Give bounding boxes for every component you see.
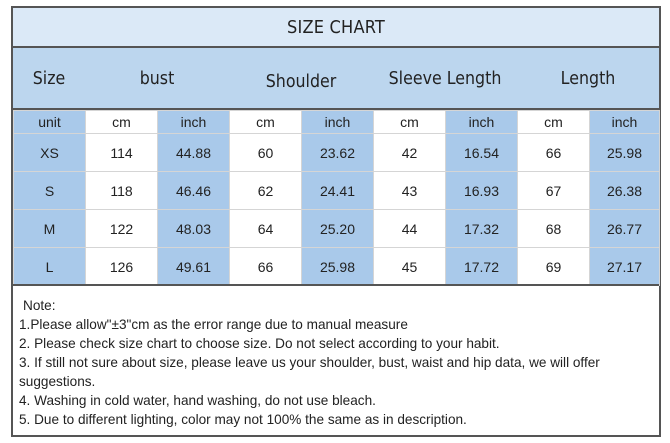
header-shoulder: Shoulder — [265, 70, 337, 92]
header-bust: bust — [139, 67, 175, 89]
row-label-cell: S — [13, 171, 86, 210]
table-row: XS 114 44.88 60 23.62 42 16.54 66 25.98 — [13, 133, 660, 172]
value-cell: inch — [589, 110, 660, 134]
value-cell: 48.03 — [157, 209, 230, 248]
note-item-4: 4. Washing in cold water, hand washing, … — [19, 393, 376, 408]
notes-title: Note: — [23, 298, 56, 313]
value-cell: 122 — [85, 209, 158, 248]
size-table: unit cm inch cm inch cm inch cm inch XS 114 44.88 60… — [13, 110, 660, 286]
value-cell: 17.72 — [445, 247, 518, 286]
value-cell: 60 — [229, 133, 302, 172]
value-cell: 46.46 — [157, 171, 230, 210]
notes-section: Note: 1.Please allow"±3"cm as the error … — [13, 284, 659, 435]
value-cell: 67 — [517, 171, 590, 210]
value-cell: 69 — [517, 247, 590, 286]
note-item-5: 5. Due to different lighting, color may … — [19, 412, 467, 427]
chart-title: SIZE CHART — [13, 8, 659, 48]
value-cell: 42 — [373, 133, 446, 172]
header-size: Size — [32, 67, 66, 89]
table-row: L 126 49.61 66 25.98 45 17.72 69 27.17 — [13, 247, 660, 286]
value-cell: 24.41 — [301, 171, 374, 210]
value-cell: 23.62 — [301, 133, 374, 172]
note-item-3: 3. If still not sure about size, please … — [19, 355, 600, 389]
value-cell: 25.20 — [301, 209, 374, 248]
value-cell: 64 — [229, 209, 302, 248]
value-cell: 44 — [373, 209, 446, 248]
table-row: S 118 46.46 62 24.41 43 16.93 67 26.38 — [13, 171, 660, 210]
value-cell: cm — [85, 110, 158, 134]
value-cell: inch — [157, 110, 230, 134]
value-cell: 114 — [85, 133, 158, 172]
value-cell: 25.98 — [301, 247, 374, 286]
note-item-2: 2. Please check size chart to choose siz… — [19, 336, 500, 351]
note-item-1: 1.Please allow"±3"cm as the error range … — [19, 317, 408, 332]
value-cell: cm — [373, 110, 446, 134]
value-cell: cm — [229, 110, 302, 134]
value-cell: cm — [517, 110, 590, 134]
value-cell: 26.77 — [589, 209, 660, 248]
header-row: Size bust Shoulder Sleeve Length Length — [13, 48, 659, 110]
value-cell: 118 — [85, 171, 158, 210]
value-cell: 27.17 — [589, 247, 660, 286]
row-label-cell: L — [13, 247, 86, 286]
header-length: Length — [560, 67, 616, 89]
value-cell: 17.32 — [445, 209, 518, 248]
value-cell: 16.93 — [445, 171, 518, 210]
value-cell: 62 — [229, 171, 302, 210]
size-chart: SIZE CHART Size bust Shoulder Sleeve Len… — [11, 6, 661, 437]
value-cell: 66 — [229, 247, 302, 286]
value-cell: 26.38 — [589, 171, 660, 210]
value-cell: inch — [445, 110, 518, 134]
value-cell: 49.61 — [157, 247, 230, 286]
unit-row: unit cm inch cm inch cm inch cm inch — [13, 110, 660, 134]
row-label-cell: unit — [13, 110, 86, 134]
table-row: M 122 48.03 64 25.20 44 17.32 68 26.77 — [13, 209, 660, 248]
value-cell: 43 — [373, 171, 446, 210]
value-cell: 126 — [85, 247, 158, 286]
value-cell: 66 — [517, 133, 590, 172]
row-label-cell: XS — [13, 133, 86, 172]
value-cell: 44.88 — [157, 133, 230, 172]
value-cell: 16.54 — [445, 133, 518, 172]
row-label-cell: M — [13, 209, 86, 248]
value-cell: inch — [301, 110, 374, 134]
value-cell: 45 — [373, 247, 446, 286]
value-cell: 68 — [517, 209, 590, 248]
value-cell: 25.98 — [589, 133, 660, 172]
header-sleeve-length: Sleeve Length — [388, 67, 502, 89]
